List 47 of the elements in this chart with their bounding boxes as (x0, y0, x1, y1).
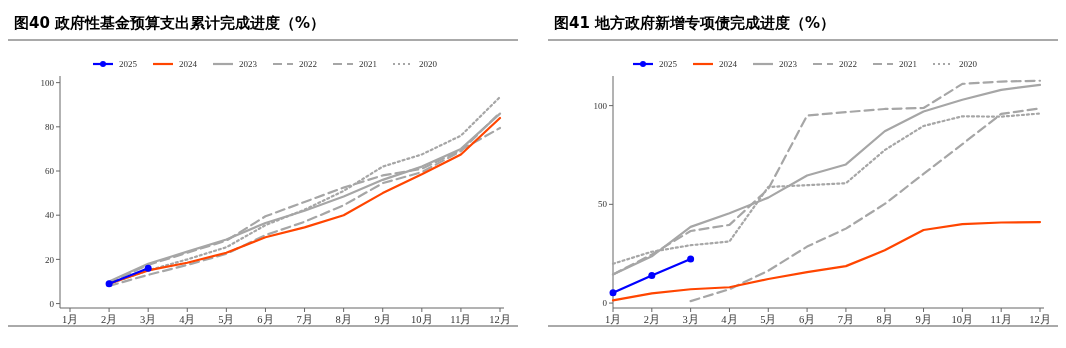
x-tick-label: 7月 (837, 314, 855, 325)
x-tick-label: 3月 (140, 314, 157, 325)
x-tick-label: 9月 (915, 314, 932, 325)
legend-label: 2020 (959, 59, 978, 70)
legend-label: 2024 (719, 59, 738, 70)
x-tick-label: 12月 (489, 314, 511, 325)
x-tick-label: 10月 (951, 314, 974, 325)
x-tick-label: 5月 (218, 314, 235, 325)
x-tick-label: 9月 (374, 314, 391, 325)
legend-label: 2023 (779, 59, 798, 70)
y-tick-label: 0 (49, 298, 55, 309)
chart-title: 图40 政府性基金预算支出累计完成进度（%） (14, 14, 326, 32)
x-tick-label: 8月 (876, 314, 893, 325)
y-tick-label: 40 (45, 210, 55, 221)
x-tick-label: 1月 (61, 314, 79, 325)
x-tick-label: 2月 (100, 314, 118, 325)
legend-label: 2021 (899, 59, 917, 70)
x-tick-label: 8月 (335, 314, 352, 325)
legend-label: 2021 (359, 59, 377, 70)
x-tick-label: 4月 (721, 314, 738, 325)
x-tick-label: 3月 (682, 314, 699, 325)
legend-label: 2022 (839, 59, 857, 70)
x-tick-label: 11月 (450, 314, 472, 325)
x-tick-label: 1月 (604, 314, 622, 325)
y-tick-label: 0 (602, 298, 608, 309)
y-tick-label: 20 (45, 254, 55, 265)
legend-label: 2025 (659, 59, 678, 70)
legend-label: 2020 (419, 59, 438, 70)
x-tick-label: 12月 (1029, 314, 1051, 325)
x-tick-label: 6月 (257, 314, 274, 325)
x-tick-label: 10月 (411, 314, 433, 325)
y-tick-label: 80 (45, 121, 55, 132)
y-tick-label: 60 (45, 166, 55, 177)
legend-label: 2022 (299, 59, 317, 70)
legend-label: 2025 (119, 59, 138, 70)
chart-title: 图41 地方政府新增专项债完成进度（%） (554, 14, 836, 32)
x-tick-label: 2月 (643, 314, 660, 325)
y-tick-label: 100 (593, 100, 608, 111)
x-tick-label: 5月 (760, 314, 777, 325)
x-tick-label: 7月 (296, 314, 313, 325)
legend-label: 2023 (239, 59, 258, 70)
x-tick-label: 4月 (179, 314, 196, 325)
x-tick-label: 6月 (798, 314, 816, 325)
x-tick-label: 11月 (990, 314, 1012, 325)
y-tick-label: 100 (40, 77, 55, 88)
y-tick-label: 50 (598, 199, 608, 210)
legend-label: 2024 (179, 59, 198, 70)
